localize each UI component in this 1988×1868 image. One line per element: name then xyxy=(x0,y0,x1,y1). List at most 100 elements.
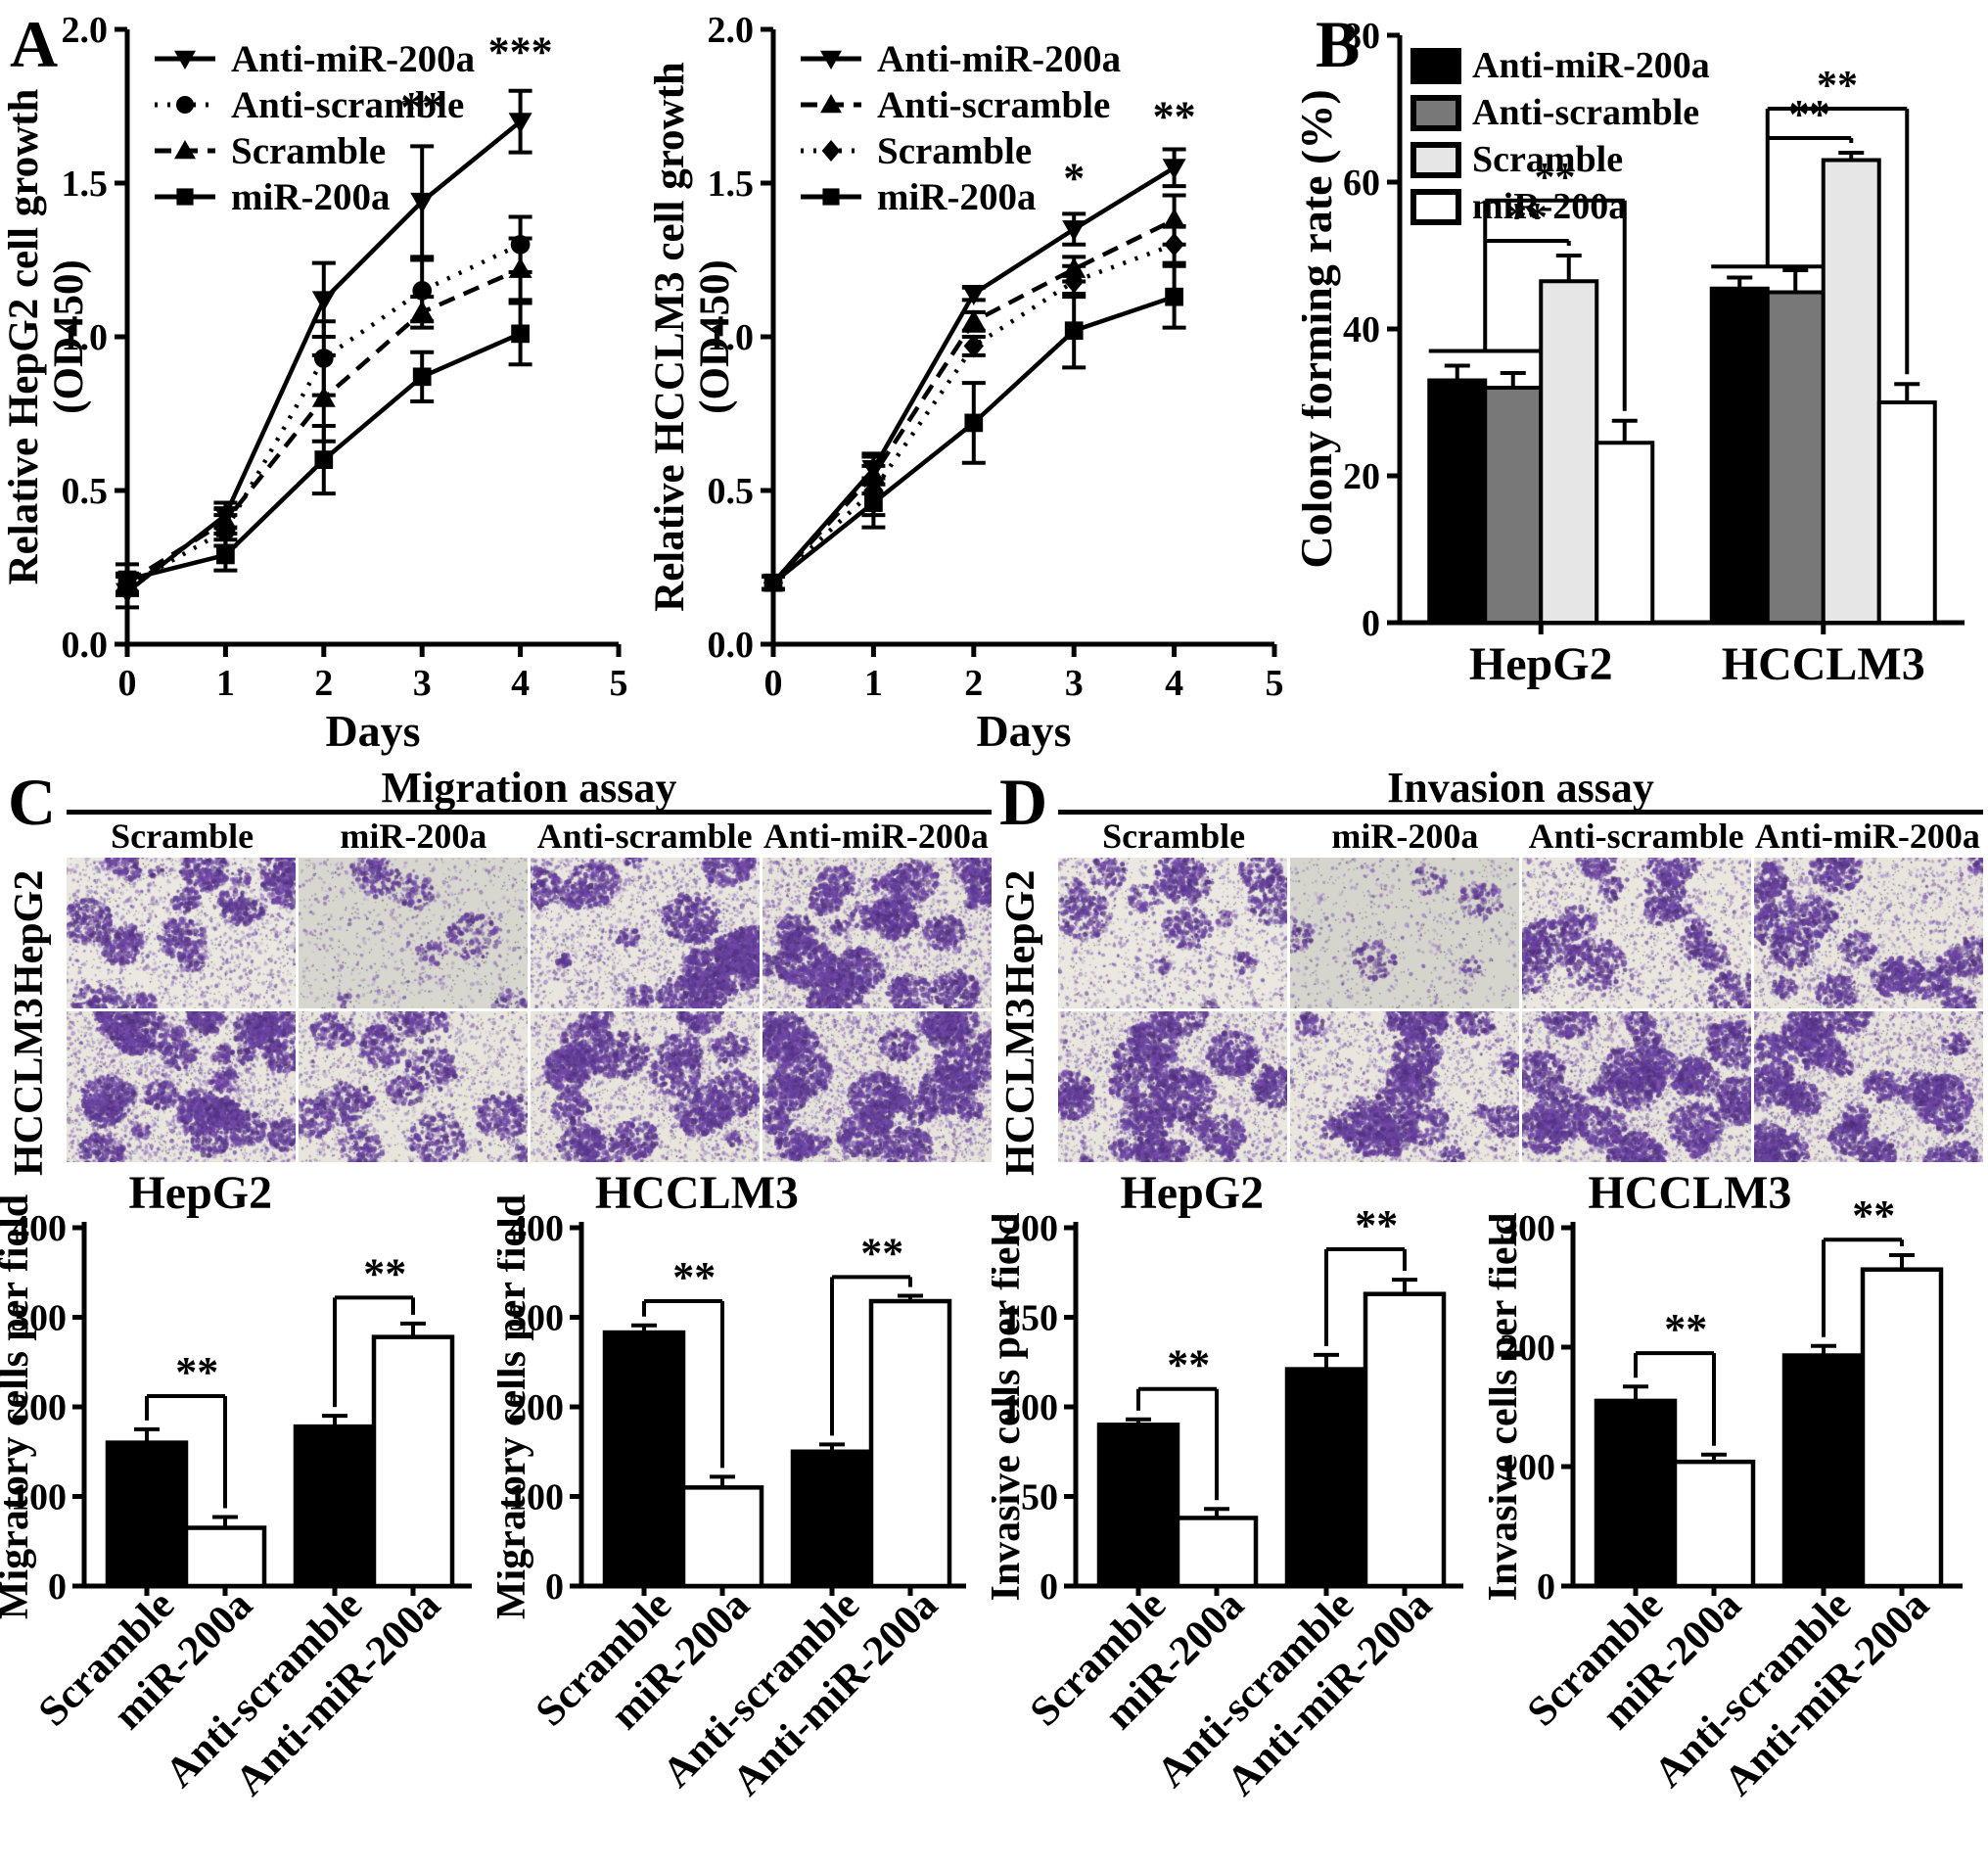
legend: Anti-miR-200aAnti-scrambleScramblemiR-20… xyxy=(801,38,1121,218)
micro-image-D-HepG2-Scramble xyxy=(1058,858,1287,1008)
col-header-scramble: Scramble xyxy=(1102,817,1246,856)
significance-bracket: ** xyxy=(1822,1191,1904,1337)
x-axis-label: Days xyxy=(976,706,1071,756)
chart-title: HCCLM3 xyxy=(595,1167,799,1219)
svg-text:100: 100 xyxy=(1002,1387,1058,1428)
panel-b-block: B 0 20 40 60 80 Colony forming rate (%) HepG2 H… xyxy=(1291,0,1988,764)
axes: 0 100 200 300 400 xyxy=(508,1208,966,1608)
significance-bracket: ** xyxy=(1136,1341,1219,1501)
bar-Anti-scramble xyxy=(1284,1367,1368,1589)
svg-text:60: 60 xyxy=(1343,163,1380,204)
bar-Anti-miR-200a xyxy=(868,1298,952,1589)
significance-bracket: ** xyxy=(333,1249,415,1408)
svg-text:1.5: 1.5 xyxy=(62,163,109,205)
svg-text:0.5: 0.5 xyxy=(62,471,109,512)
y-axis-label: Invasive cells per field xyxy=(1489,1212,1526,1601)
significance-label: ** xyxy=(1153,93,1196,141)
svg-text:4: 4 xyxy=(511,663,530,704)
chart-title: HepG2 xyxy=(1120,1167,1264,1219)
svg-text:miR-200a: miR-200a xyxy=(877,176,1036,218)
legend: Anti-miR-200aAnti-scrambleScramblemiR-20… xyxy=(1410,45,1710,227)
row-label-hepg2: HepG2 xyxy=(7,869,52,997)
invasion-assay-title: Invasion assay xyxy=(1058,764,1983,815)
micro-image-D-HCCLM3-miR-200a xyxy=(1290,1011,1519,1162)
panel-d-label: D xyxy=(999,765,1048,839)
svg-text:**: ** xyxy=(672,1253,716,1301)
significance-bracket: ** xyxy=(1324,1201,1407,1346)
svg-text:**: ** xyxy=(860,1229,903,1277)
x-axis-label: Days xyxy=(325,706,420,756)
svg-text:1.0: 1.0 xyxy=(62,317,109,358)
micro-image-D-HCCLM3-Scramble xyxy=(1058,1011,1287,1162)
bar-HepG2-Scramble xyxy=(1539,279,1599,625)
invasion-image-grid xyxy=(1058,858,1983,1162)
bar-Scramble xyxy=(105,1440,189,1589)
significance-bracket: ** xyxy=(145,1348,227,1509)
y-axis-label: Migratory cells per field xyxy=(497,1194,534,1619)
chart-title: HCCLM3 xyxy=(1588,1167,1791,1219)
panel-a-label: A xyxy=(10,7,59,81)
svg-text:**: ** xyxy=(1167,1341,1210,1389)
row-label-hcclm3: HCCLM3 xyxy=(7,998,52,1176)
bar-HCCLM3-Scramble xyxy=(1821,158,1881,625)
svg-text:0.5: 0.5 xyxy=(708,471,755,512)
bar-Anti-miR-200a xyxy=(371,1334,455,1589)
svg-text:5: 5 xyxy=(1266,663,1284,704)
svg-text:2: 2 xyxy=(314,663,333,704)
svg-text:0: 0 xyxy=(48,1566,67,1608)
y-axis-label: Invasive cells per field xyxy=(992,1212,1029,1601)
svg-text:20: 20 xyxy=(1343,456,1380,497)
svg-text:0: 0 xyxy=(118,663,137,704)
svg-text:**: ** xyxy=(1355,1201,1398,1249)
significance-bracket: ** xyxy=(830,1229,912,1436)
panel-c-label: C xyxy=(8,765,57,839)
migration-assay-panel: C Migration assay Scramble miR-200a Anti… xyxy=(0,764,992,1176)
significance-label: *** xyxy=(488,28,553,76)
svg-text:400: 400 xyxy=(508,1208,564,1249)
migration-image-grid xyxy=(67,858,992,1162)
bar-Anti-scramble xyxy=(293,1424,377,1589)
svg-text:200: 200 xyxy=(11,1387,67,1428)
series-miR-200a xyxy=(116,301,532,597)
col-header-anti-scramble: Anti-scramble xyxy=(1528,817,1744,856)
micro-image-D-HepG2-Anti-scramble xyxy=(1522,858,1751,1008)
svg-text:0: 0 xyxy=(1362,603,1380,644)
y-axis-label: Colony forming rate (%) xyxy=(1302,89,1341,568)
micro-image-C-HepG2-Scramble xyxy=(67,858,296,1008)
bar-Anti-scramble xyxy=(1781,1353,1866,1589)
top-row: A 0.0 0.5 1.0 1.5 2.0 0 1 2 3 4 5 Days Relative HepG… xyxy=(0,0,1988,764)
svg-text:Scramble: Scramble xyxy=(231,130,386,172)
svg-text:**: ** xyxy=(1817,64,1858,109)
micro-image-C-HCCLM3-Anti-scramble xyxy=(531,1011,760,1162)
svg-text:150: 150 xyxy=(1002,1298,1058,1339)
panel-a-left-block: A 0.0 0.5 1.0 1.5 2.0 0 1 2 3 4 5 Days Relative HepG… xyxy=(0,0,646,764)
svg-text:Anti-miR-200a: Anti-miR-200a xyxy=(877,38,1121,80)
micro-image-D-HepG2-Anti-miR-200a xyxy=(1754,858,1983,1008)
svg-text:200: 200 xyxy=(1002,1208,1058,1249)
svg-text:**: ** xyxy=(1852,1191,1895,1239)
svg-text:1: 1 xyxy=(864,663,883,704)
significance-bracket: **** xyxy=(1711,64,1910,375)
chart-title: HepG2 xyxy=(128,1167,272,1219)
bar-Anti-scramble xyxy=(790,1449,874,1589)
bar-miR-200a xyxy=(183,1525,267,1589)
svg-text:**: ** xyxy=(1789,93,1830,138)
svg-text:5: 5 xyxy=(610,663,628,704)
migration-column-headers: Scramble miR-200a Anti-scramble Anti-miR… xyxy=(67,815,992,858)
axes: 0 50 100 150 200 xyxy=(1002,1208,1463,1608)
micro-image-D-HCCLM3-Anti-scramble xyxy=(1522,1011,1751,1162)
bar-HepG2-miR-200a xyxy=(1595,441,1655,625)
bar-Scramble xyxy=(1096,1423,1180,1589)
svg-text:**: ** xyxy=(1506,196,1548,241)
bar-HCCLM3-Anti-miR-200a xyxy=(1709,286,1770,625)
invasion-row-labels: HepG2 HCCLM3 xyxy=(997,858,1054,1176)
svg-text:**: ** xyxy=(363,1249,406,1297)
significance-bracket: ** xyxy=(1634,1305,1716,1446)
svg-text:200: 200 xyxy=(1500,1328,1555,1369)
bar-HCCLM3-Anti-scramble xyxy=(1765,290,1826,625)
micro-image-C-HCCLM3-Scramble xyxy=(67,1011,296,1162)
micro-image-D-HepG2-miR-200a xyxy=(1290,858,1519,1008)
